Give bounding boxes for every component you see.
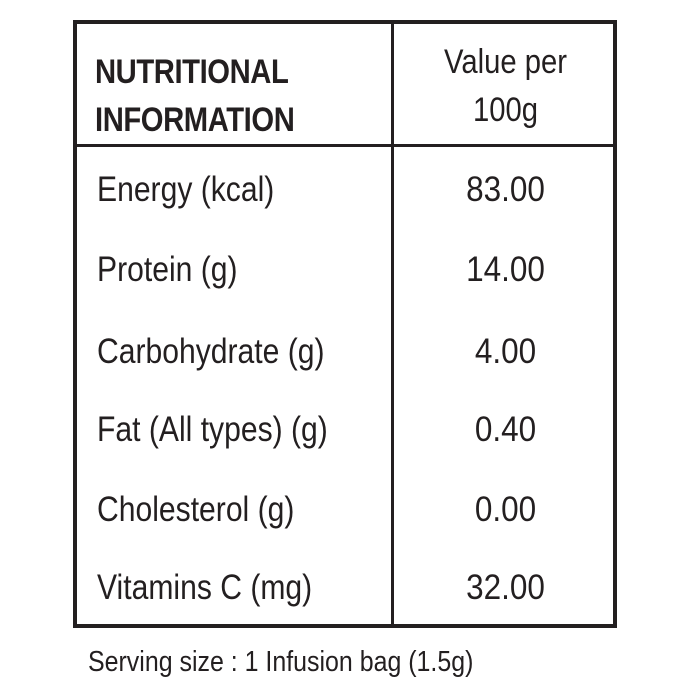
header-divider bbox=[77, 144, 613, 147]
nutrient-name-fat: Fat (All types) (g) bbox=[97, 410, 328, 449]
value-header-line-1: Value per bbox=[443, 43, 568, 81]
nutrient-column-header: NUTRITIONAL INFORMATION bbox=[95, 48, 344, 144]
nutrient-value-carbohydrate: 4.00 bbox=[474, 332, 537, 371]
nutrient-header-line-2: INFORMATION bbox=[95, 101, 295, 139]
nutrition-table: NUTRITIONAL INFORMATION Value per 100g E… bbox=[73, 20, 617, 628]
nutrient-name-energy: Energy (kcal) bbox=[97, 170, 275, 209]
nutrient-name-carbohydrate: Carbohydrate (g) bbox=[97, 332, 325, 371]
value-header-line-2: 100g bbox=[472, 91, 539, 129]
nutrient-name-protein: Protein (g) bbox=[97, 250, 238, 289]
nutrient-value-fat: 0.40 bbox=[474, 410, 537, 449]
nutrient-value-protein: 14.00 bbox=[466, 250, 545, 289]
nutrient-value-energy: 83.00 bbox=[466, 170, 545, 209]
nutrient-header-line-1: NUTRITIONAL bbox=[95, 53, 289, 91]
label-panel bbox=[62, 12, 628, 688]
nutrient-name-vitamin-c: Vitamins C (mg) bbox=[97, 568, 313, 607]
serving-size-note: Serving size : 1 Infusion bag (1.5g) bbox=[88, 646, 474, 678]
column-divider bbox=[391, 24, 394, 624]
value-column-header: Value per 100g bbox=[410, 38, 602, 134]
nutrient-value-cholesterol: 0.00 bbox=[474, 490, 537, 529]
nutrient-value-vitamin-c: 32.00 bbox=[466, 568, 545, 607]
nutrient-name-cholesterol: Cholesterol (g) bbox=[97, 490, 295, 529]
